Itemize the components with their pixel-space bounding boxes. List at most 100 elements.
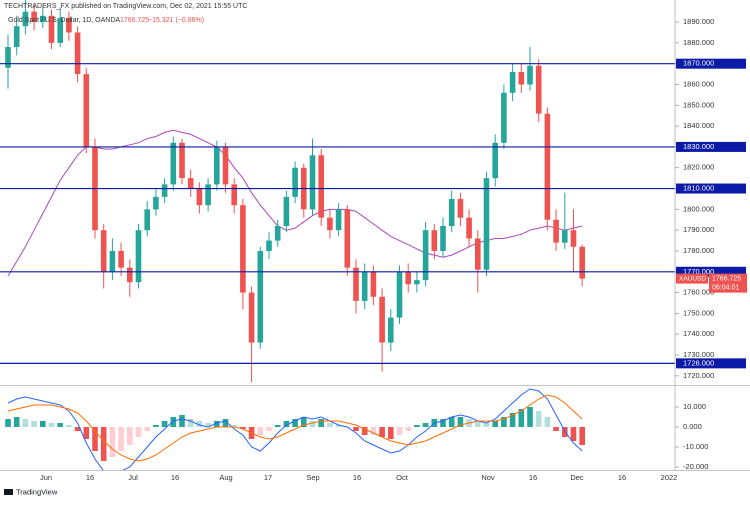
y-tick-label: 10.000 bbox=[683, 402, 706, 411]
x-tick-label: Oct bbox=[396, 473, 409, 482]
logo: TradingView bbox=[4, 487, 58, 496]
histogram-bar bbox=[161, 421, 168, 427]
histogram-bar bbox=[327, 423, 333, 427]
candle-body bbox=[240, 205, 246, 293]
candle-body bbox=[492, 142, 498, 179]
candle-body bbox=[535, 65, 542, 114]
histogram-bar bbox=[196, 421, 203, 427]
candle-body bbox=[327, 217, 333, 231]
x-tick-label: 16 bbox=[171, 473, 179, 482]
histogram-bar bbox=[40, 421, 46, 427]
x-tick-label: Dec bbox=[570, 473, 584, 482]
candle-body bbox=[414, 280, 420, 285]
candle-body bbox=[5, 47, 11, 68]
candle-body bbox=[170, 142, 177, 185]
x-tick-label: 2022 bbox=[661, 473, 678, 482]
candle-body bbox=[161, 184, 168, 197]
histogram-bar bbox=[492, 421, 498, 427]
oscillator-line bbox=[7, 388, 583, 470]
axes: 1720.000 1730.000 1740.000 1750.000 1760.000… bbox=[0, 0, 750, 482]
candle-body bbox=[222, 146, 229, 185]
histogram-bar bbox=[127, 427, 133, 445]
histogram-bar bbox=[527, 407, 533, 427]
candle-body bbox=[518, 72, 525, 85]
logo-icon bbox=[4, 489, 13, 495]
histogram-bar bbox=[179, 415, 185, 427]
candle-body bbox=[196, 188, 203, 206]
candle-body bbox=[144, 209, 150, 231]
histogram-bar bbox=[109, 427, 116, 457]
histogram-bar bbox=[214, 421, 220, 427]
candle-body bbox=[40, 15, 46, 23]
candle-body bbox=[135, 230, 142, 283]
histogram-bar bbox=[48, 423, 55, 427]
candle-body bbox=[179, 142, 185, 179]
candle-body bbox=[100, 230, 107, 272]
x-tick-label: Sep bbox=[306, 473, 319, 482]
histogram-bar bbox=[135, 427, 142, 437]
price-tag: 1766.725 bbox=[712, 275, 741, 282]
level-label: 1810.000 bbox=[683, 184, 714, 193]
histogram-bar bbox=[483, 423, 490, 427]
y-tick-label: 1740.000 bbox=[683, 329, 714, 338]
x-tick-label: Jun bbox=[40, 473, 52, 482]
price-tag-box bbox=[709, 273, 747, 293]
candle-body bbox=[527, 65, 533, 85]
candle-body bbox=[379, 296, 385, 343]
candle-body bbox=[153, 196, 159, 210]
histogram-bar bbox=[335, 425, 342, 427]
candle-body bbox=[48, 15, 55, 43]
level-label: 1770.000 bbox=[683, 267, 714, 276]
histogram-bar bbox=[535, 411, 542, 427]
histogram-bar bbox=[187, 419, 194, 427]
candle-body bbox=[74, 32, 81, 75]
histogram-bar bbox=[457, 417, 464, 427]
histogram-bar bbox=[153, 425, 159, 427]
candle-body bbox=[370, 271, 377, 297]
y-tick-label: 1890.000 bbox=[683, 17, 714, 26]
histogram-bar bbox=[361, 427, 368, 435]
histogram-bar bbox=[66, 425, 72, 427]
countdown: 06:04:01 bbox=[712, 284, 739, 291]
histogram-bar bbox=[353, 427, 359, 431]
histogram-bar bbox=[31, 421, 37, 427]
level-label: 1830.000 bbox=[683, 142, 714, 151]
x-tick-label: 17 bbox=[264, 473, 272, 482]
histogram-bar bbox=[100, 427, 107, 461]
y-tick-label: 1820.000 bbox=[683, 163, 714, 172]
candle-body bbox=[31, 11, 37, 23]
histogram-bar bbox=[13, 417, 20, 427]
candle-body bbox=[248, 292, 255, 343]
candle-body bbox=[475, 238, 481, 270]
level-tag bbox=[676, 141, 746, 152]
histogram-bar bbox=[74, 427, 81, 431]
y-tick-label: 0.000 bbox=[683, 422, 702, 431]
histogram-bar bbox=[170, 417, 177, 427]
candle-body bbox=[309, 155, 316, 210]
candle-body bbox=[127, 267, 133, 283]
candle-body bbox=[388, 317, 394, 343]
histogram-bar bbox=[570, 427, 577, 441]
candle-body bbox=[544, 113, 551, 220]
candle-body bbox=[66, 17, 72, 33]
histogram-bar bbox=[379, 427, 385, 437]
level-tag bbox=[676, 183, 746, 194]
candle-body bbox=[22, 11, 29, 27]
candle-body bbox=[13, 26, 20, 48]
histogram-bar bbox=[92, 427, 98, 451]
symbol: Gold Spot / U.S. Dollar, 1D, OANDA bbox=[8, 17, 120, 24]
candle-body bbox=[501, 92, 507, 143]
candle-body bbox=[118, 250, 124, 268]
y-tick-label: 1850.000 bbox=[683, 100, 714, 109]
candle-body bbox=[57, 17, 63, 43]
candle-body bbox=[318, 155, 324, 218]
candle-body bbox=[361, 271, 368, 301]
candle-body bbox=[448, 198, 455, 227]
histogram-bar bbox=[144, 427, 150, 431]
y-tick-label: -20.000 bbox=[683, 462, 708, 471]
histogram-bar bbox=[22, 419, 29, 427]
y-tick-label: 1720.000 bbox=[683, 371, 714, 380]
y-tick-label: 1750.000 bbox=[683, 308, 714, 317]
y-tick-label: 1880.000 bbox=[683, 38, 714, 47]
candle-body bbox=[562, 230, 568, 243]
